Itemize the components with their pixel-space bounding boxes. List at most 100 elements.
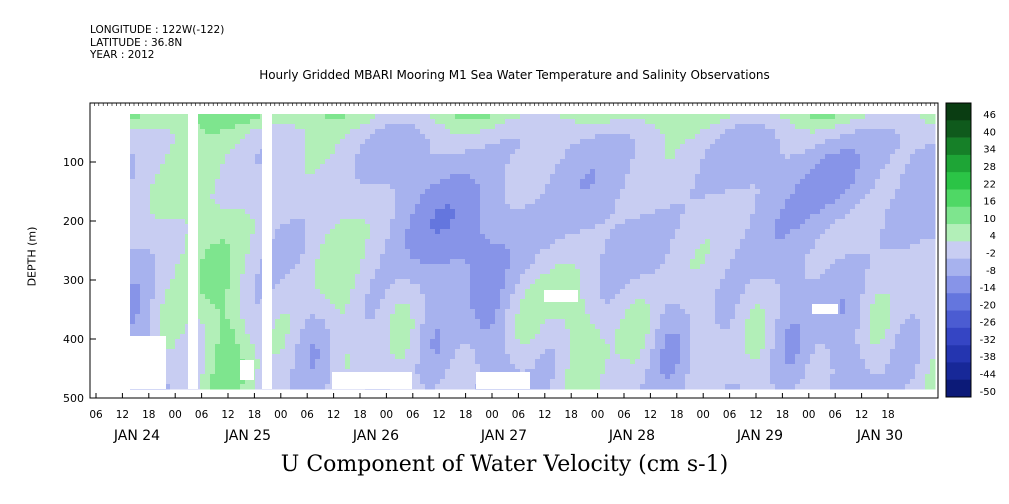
heatmap-cell [220, 279, 226, 285]
heatmap-cell [565, 149, 571, 155]
heatmap-cell [225, 294, 231, 300]
heatmap-cell [275, 384, 281, 390]
heatmap-cell [255, 159, 261, 165]
heatmap-cell [530, 269, 536, 275]
heatmap-cell [535, 164, 541, 170]
heatmap-cell [580, 179, 586, 185]
heatmap-cell [255, 284, 261, 290]
heatmap-cell [425, 249, 431, 255]
heatmap-cell [340, 289, 346, 295]
heatmap-cell [570, 219, 576, 225]
heatmap-cell [575, 344, 581, 350]
heatmap-cell [330, 139, 336, 145]
heatmap-cell [295, 314, 301, 320]
heatmap-cell [460, 189, 466, 195]
heatmap-cell [170, 219, 176, 225]
heatmap-cell [545, 199, 551, 205]
heatmap-cell [295, 144, 301, 150]
heatmap-cell [315, 279, 321, 285]
heatmap-cell [325, 379, 331, 385]
heatmap-cell [470, 139, 476, 145]
heatmap-cell [170, 209, 176, 215]
heatmap-cell [295, 349, 301, 355]
heatmap-cell [500, 234, 506, 240]
heatmap-cell [385, 124, 391, 130]
heatmap-cell [570, 139, 576, 145]
heatmap-cell [515, 269, 521, 275]
heatmap-cell [395, 154, 401, 160]
heatmap-cell [280, 114, 286, 120]
heatmap-cell [540, 234, 546, 240]
heatmap-cell [270, 129, 276, 135]
heatmap-cell [395, 139, 401, 145]
heatmap-cell [345, 164, 351, 170]
heatmap-cell [485, 354, 491, 360]
heatmap-cell [530, 259, 536, 265]
heatmap-cell [465, 384, 471, 390]
heatmap-cell [215, 294, 221, 300]
heatmap-cell [385, 299, 391, 305]
heatmap-cell [490, 144, 496, 150]
heatmap-cell [220, 184, 226, 190]
heatmap-cell [490, 209, 496, 215]
heatmap-cell [205, 134, 211, 140]
heatmap-cell [485, 214, 491, 220]
heatmap-cell [555, 384, 561, 390]
heatmap-cell [155, 224, 161, 230]
heatmap-cell [410, 199, 416, 205]
heatmap-cell [515, 144, 521, 150]
heatmap-cell [505, 264, 511, 270]
heatmap-cell [570, 374, 576, 380]
heatmap-cell [560, 334, 566, 340]
heatmap-cell [560, 359, 566, 365]
heatmap-cell [530, 314, 536, 320]
heatmap-cell [360, 179, 366, 185]
heatmap-cell [250, 284, 256, 290]
heatmap-cell [275, 319, 281, 325]
heatmap-cell [430, 339, 436, 345]
heatmap-cell [525, 344, 531, 350]
heatmap-cell [540, 209, 546, 215]
heatmap-cell [245, 284, 251, 290]
heatmap-cell [285, 354, 291, 360]
heatmap-cell [300, 244, 306, 250]
heatmap-cell [150, 139, 156, 145]
heatmap-cell [255, 279, 261, 285]
heatmap-cell [465, 189, 471, 195]
heatmap-cell [515, 304, 521, 310]
heatmap-cell [345, 219, 351, 225]
heatmap-cell [530, 229, 536, 235]
heatmap-cell [290, 239, 296, 245]
heatmap-cell [245, 229, 251, 235]
heatmap-cell [425, 354, 431, 360]
heatmap-cell [140, 259, 146, 265]
heatmap-cell [530, 169, 536, 175]
heatmap-cell [355, 264, 361, 270]
heatmap-cell [255, 374, 261, 380]
heatmap-cell [310, 324, 316, 330]
heatmap-cell [275, 244, 281, 250]
heatmap-cell [430, 294, 436, 300]
heatmap-cell [480, 119, 486, 125]
heatmap-cell [310, 194, 316, 200]
heatmap-cell [360, 229, 366, 235]
heatmap-cell [170, 259, 176, 265]
heatmap-cell [510, 289, 516, 295]
heatmap-cell [275, 124, 281, 130]
heatmap-cell [170, 314, 176, 320]
heatmap-cell [550, 149, 556, 155]
heatmap-cell [430, 329, 436, 335]
heatmap-cell [135, 264, 141, 270]
heatmap-cell [155, 184, 161, 190]
heatmap-cell [540, 229, 546, 235]
heatmap-cell [525, 264, 531, 270]
heatmap-cell [410, 279, 416, 285]
heatmap-cell [365, 189, 371, 195]
heatmap-cell [365, 354, 371, 360]
heatmap-cell [135, 329, 141, 335]
heatmap-cell [235, 229, 241, 235]
heatmap-cell [330, 314, 336, 320]
heatmap-cell [385, 284, 391, 290]
heatmap-cell [520, 324, 526, 330]
heatmap-cell [445, 189, 451, 195]
